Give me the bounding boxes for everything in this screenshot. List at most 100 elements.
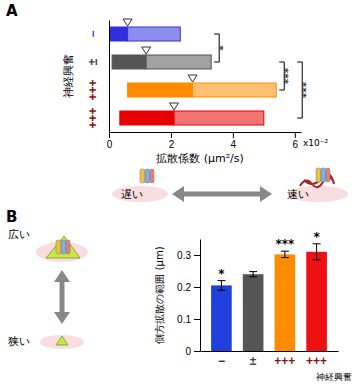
x-axis-title: 神経興奮 xyxy=(316,372,352,382)
protein-icon xyxy=(145,169,150,183)
significance-label: *** xyxy=(282,67,295,84)
annotation: 遅い xyxy=(121,188,143,201)
axis-unit: x10⁻² xyxy=(303,138,329,148)
range-bar-upper xyxy=(193,83,277,97)
range-bar-upper xyxy=(174,111,264,125)
protein-icon xyxy=(66,240,70,254)
illustration xyxy=(112,168,348,202)
bar xyxy=(306,252,327,351)
arrow-head xyxy=(172,186,184,202)
tick: ± xyxy=(250,351,257,368)
axis-line xyxy=(200,240,201,352)
protein-icon xyxy=(61,240,66,254)
tick-mark xyxy=(109,132,110,138)
tick-label: ± xyxy=(86,58,100,65)
panel-label: A xyxy=(6,2,18,20)
median-marker xyxy=(142,47,151,54)
annotation: 広い xyxy=(8,228,30,241)
error-bar xyxy=(281,251,289,257)
diffusion-area xyxy=(46,236,80,258)
range-bar-lower xyxy=(128,83,193,97)
tick: − xyxy=(86,30,109,37)
tick-label: 0.2 xyxy=(177,282,191,293)
axis-line xyxy=(201,351,339,352)
arrow-head xyxy=(54,270,70,282)
tick-label: +++ xyxy=(86,107,100,128)
tick-label: +++ xyxy=(274,354,295,368)
axis-line xyxy=(110,132,302,133)
tick-label: 0.1 xyxy=(177,314,191,325)
membrane xyxy=(288,186,348,202)
tick-label: 0 xyxy=(107,139,113,150)
tick-label: − xyxy=(86,30,100,37)
range-bar-lower xyxy=(120,111,174,125)
tick: +++ xyxy=(86,79,109,100)
protein-icon xyxy=(316,168,321,182)
x-axis-title: 拡散係数 (μm²/s) xyxy=(156,152,244,165)
median-marker xyxy=(170,103,179,110)
significance-label: * xyxy=(313,230,320,244)
protein-icon xyxy=(326,168,330,182)
tick: +++ xyxy=(306,351,327,368)
y-axis-title: 側方拡散の範囲 (μm) xyxy=(154,246,165,343)
tick: 2 xyxy=(169,132,175,150)
tick-label: ± xyxy=(250,354,257,368)
tick-label: 2 xyxy=(169,139,175,150)
median-marker xyxy=(188,75,197,82)
tick-mark xyxy=(194,255,200,256)
tick-mark xyxy=(171,132,172,138)
significance-label: * xyxy=(217,45,230,51)
bar xyxy=(211,285,232,351)
panel-label: B xyxy=(6,208,17,226)
tick-mark xyxy=(194,351,200,352)
tick-mark xyxy=(295,132,296,138)
double-arrow xyxy=(182,192,262,197)
tick-label: 0 xyxy=(185,346,191,357)
tick: 0 xyxy=(107,132,113,150)
tick: 0.3 xyxy=(177,250,200,261)
tick-label: 4 xyxy=(231,139,237,150)
tick-mark xyxy=(233,132,234,138)
double-arrow xyxy=(60,280,65,314)
protein-icon xyxy=(56,240,61,254)
figure: A0246x10⁻²拡散係数 (μm²/s)−±++++++神経興奮******… xyxy=(0,0,360,384)
x-axis: 0 2 4 6 xyxy=(107,132,302,150)
error-bar xyxy=(217,281,225,291)
protein-icon xyxy=(150,169,154,183)
membrane xyxy=(112,186,168,202)
tick-label: 6 xyxy=(293,139,299,150)
protein-icon xyxy=(321,168,326,182)
range-bar-upper xyxy=(128,27,181,41)
annotation: 速い xyxy=(287,188,309,201)
tick-label: +++ xyxy=(86,79,100,100)
tick: +++ xyxy=(86,107,109,128)
plot-area xyxy=(211,244,327,351)
range-bar-upper xyxy=(146,55,211,69)
range-bar-lower xyxy=(112,55,146,69)
tick: 4 xyxy=(231,132,237,150)
significance-label: *** xyxy=(300,81,313,98)
bar xyxy=(275,254,296,351)
protein-icon xyxy=(140,169,145,183)
tick-label: − xyxy=(218,354,225,368)
y-axis-title: 神経興奮 xyxy=(62,54,75,98)
tick: 0.1 xyxy=(177,314,200,325)
plot-area xyxy=(109,19,276,125)
tick-label: 0.3 xyxy=(177,250,191,261)
range-bar-lower xyxy=(109,27,128,41)
significance-label: * xyxy=(218,267,225,281)
tick-mark xyxy=(194,319,200,320)
annotation: 狭い xyxy=(8,335,30,348)
illustration xyxy=(36,236,88,349)
membrane xyxy=(40,335,84,349)
tick: +++ xyxy=(274,351,295,368)
error-bar xyxy=(313,244,321,260)
tick: 6 xyxy=(293,132,299,150)
tick-mark xyxy=(194,287,200,288)
error-bar xyxy=(249,272,257,277)
x-axis: − ± +++ +++ xyxy=(201,351,339,368)
tick: − xyxy=(218,351,225,368)
y-axis: − ± +++ +++ xyxy=(86,21,109,133)
diffusion-area xyxy=(56,336,68,345)
tick: 0 xyxy=(185,346,200,357)
